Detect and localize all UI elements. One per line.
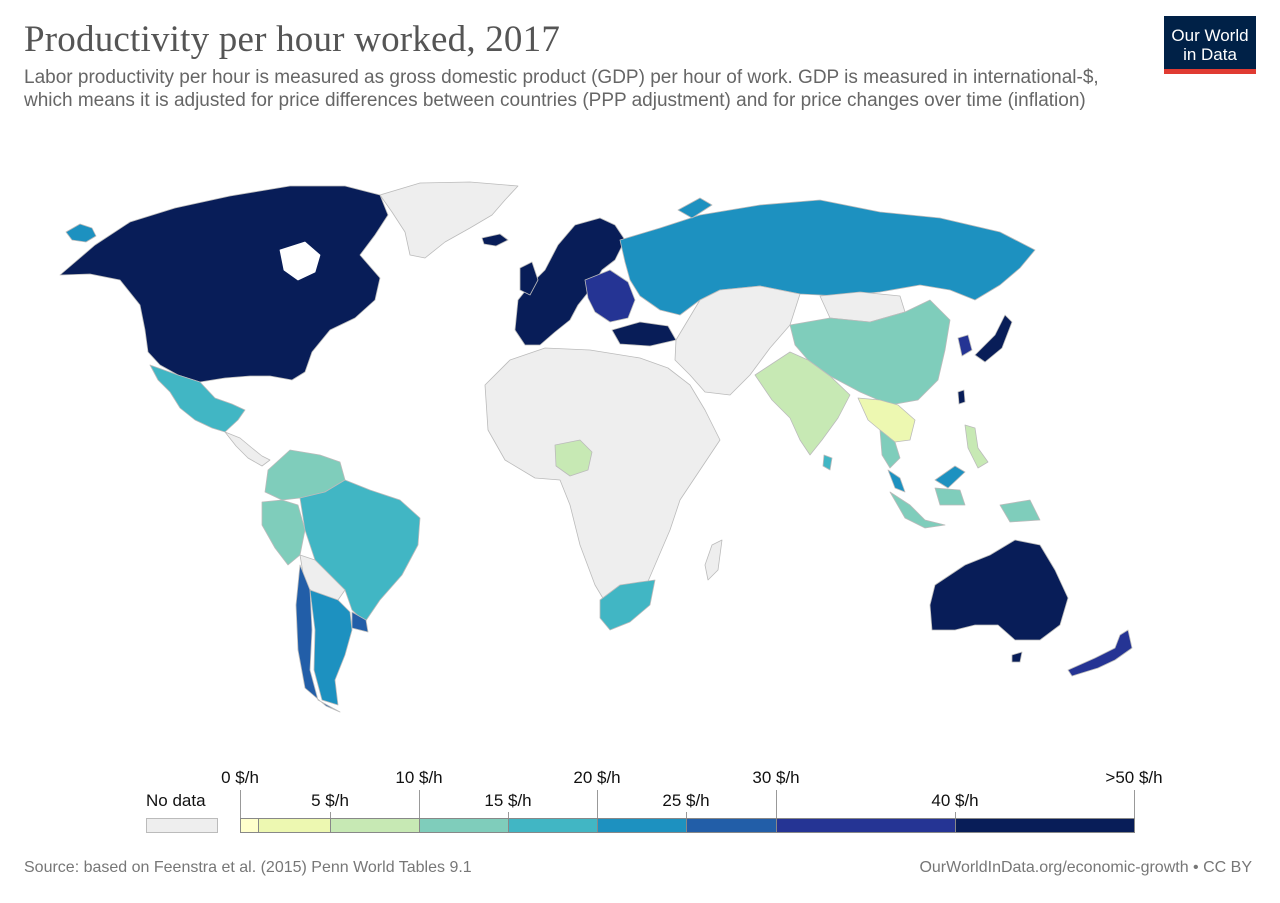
legend-upper-label: 30 $/h xyxy=(752,768,800,787)
legend-swatch[interactable] xyxy=(258,818,331,833)
legend-upper-label: 10 $/h xyxy=(395,768,443,787)
region-peru[interactable] xyxy=(261,499,306,566)
owid-logo[interactable]: Our World in Data xyxy=(1164,16,1256,74)
page-title: Productivity per hour worked, 2017 xyxy=(24,19,561,60)
legend-no-data-swatch[interactable] xyxy=(146,818,218,833)
region-indonesia[interactable] xyxy=(889,487,1041,529)
region-africa[interactable] xyxy=(484,347,721,611)
legend-lower-label: 25 $/h xyxy=(662,791,710,810)
hudson-bay xyxy=(279,241,321,281)
region-uk[interactable] xyxy=(519,261,539,296)
legend-no-data-label: No data xyxy=(146,791,206,810)
legend-swatch[interactable] xyxy=(330,818,420,833)
legend-swatch[interactable] xyxy=(776,818,956,833)
footer-source: Source: based on Feenstra et al. (2015) … xyxy=(24,859,472,876)
region-south-africa[interactable] xyxy=(599,579,656,631)
legend-upper-label: >50 $/h xyxy=(1105,768,1163,787)
world-map[interactable] xyxy=(0,170,1280,740)
legend-lower-label: 5 $/h xyxy=(311,791,349,810)
legend-tick xyxy=(776,790,777,818)
region-malaysia[interactable] xyxy=(887,465,966,493)
region-alaska-strip[interactable] xyxy=(65,223,97,243)
region-australia[interactable] xyxy=(929,539,1069,641)
logo-line-2: in Data xyxy=(1183,45,1237,64)
legend-upper-label: 20 $/h xyxy=(573,768,621,787)
region-thailand[interactable] xyxy=(879,429,901,469)
region-tasmania[interactable] xyxy=(1011,651,1023,663)
legend-swatch[interactable] xyxy=(597,818,687,833)
logo-line-1: Our World xyxy=(1171,26,1249,45)
region-india[interactable] xyxy=(754,351,851,456)
region-taiwan[interactable] xyxy=(957,389,966,405)
region-chile[interactable] xyxy=(295,564,341,713)
region-myanmar-laos[interactable] xyxy=(857,397,916,443)
legend-swatch[interactable] xyxy=(686,818,777,833)
legend-tick xyxy=(419,790,420,818)
legend-upper-label: 0 $/h xyxy=(221,768,259,787)
region-japan[interactable] xyxy=(974,314,1013,363)
region-nigeria[interactable] xyxy=(554,439,593,477)
region-central-america[interactable] xyxy=(224,431,271,467)
region-russia[interactable] xyxy=(619,199,1036,316)
footer-link[interactable]: OurWorldInData.org/economic-growth • CC … xyxy=(919,859,1252,876)
region-new-zealand[interactable] xyxy=(1067,629,1133,677)
region-iceland[interactable] xyxy=(481,233,509,247)
legend-tick xyxy=(330,812,331,818)
region-central-europe[interactable] xyxy=(584,269,636,323)
region-uruguay[interactable] xyxy=(351,611,369,633)
legend-tick xyxy=(508,812,509,818)
legend-tick xyxy=(597,790,598,818)
region-turkey[interactable] xyxy=(611,321,677,347)
legend-swatch[interactable] xyxy=(419,818,509,833)
region-novaya-zemlya[interactable] xyxy=(677,197,713,219)
page-subtitle: Labor productivity per hour is measured … xyxy=(24,67,1099,111)
region-western-europe[interactable] xyxy=(514,217,626,346)
region-greenland[interactable] xyxy=(379,181,519,259)
legend-tick xyxy=(240,790,241,818)
legend-tick xyxy=(955,812,956,818)
legend-swatch[interactable] xyxy=(508,818,598,833)
legend-swatch[interactable] xyxy=(955,818,1135,833)
region-madagascar[interactable] xyxy=(704,539,723,581)
region-philippines[interactable] xyxy=(964,424,989,469)
region-argentina[interactable] xyxy=(309,589,353,706)
region-sri-lanka[interactable] xyxy=(822,454,833,471)
legend-tick xyxy=(686,812,687,818)
legend-swatch[interactable] xyxy=(240,818,259,833)
region-korea[interactable] xyxy=(957,334,973,357)
legend-lower-label: 15 $/h xyxy=(484,791,532,810)
region-north-america[interactable] xyxy=(59,185,389,383)
legend-lower-label: 40 $/h xyxy=(931,791,979,810)
legend-tick xyxy=(1134,790,1135,818)
region-central-asia-middle-east[interactable] xyxy=(674,285,801,396)
region-mexico[interactable] xyxy=(149,364,246,433)
